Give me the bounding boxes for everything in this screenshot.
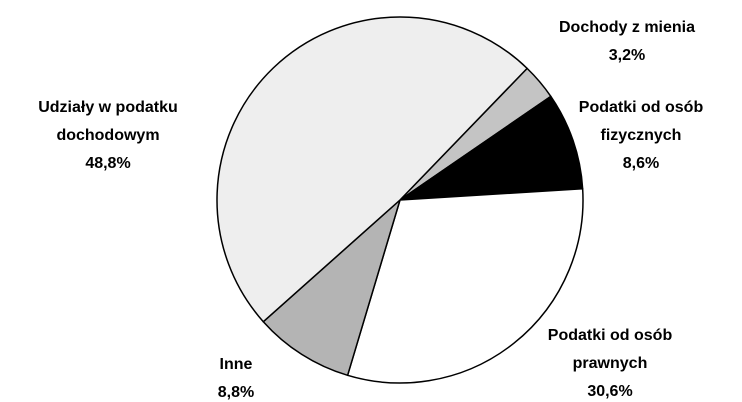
slice-label: Podatki od osób prawnych 30,6% — [535, 322, 685, 402]
slice-label: Dochody z mienia 3,2% — [517, 14, 737, 70]
category-label: Dochody z mienia — [558, 19, 696, 36]
category-label: Podatki od osób fizycznych — [578, 99, 704, 144]
category-label: Inne — [219, 356, 253, 373]
pie-slice — [216, 16, 528, 323]
value-label: 8,6% — [622, 155, 660, 172]
category-label: Udziały w podatku dochodowym — [38, 99, 178, 144]
pie-slice — [346, 188, 584, 384]
value-label: 8,8% — [217, 384, 255, 401]
category-label: Podatki od osób prawnych — [547, 327, 673, 372]
value-label: 48,8% — [85, 155, 131, 172]
slice-label: Inne 8,8% — [196, 351, 276, 402]
slice-label: Udziały w podatku dochodowym 48,8% — [23, 94, 193, 178]
value-label: 3,2% — [608, 47, 646, 64]
value-label: 30,6% — [587, 383, 633, 400]
pie-slice — [399, 95, 584, 201]
pie-slice — [262, 199, 401, 377]
slice-label: Podatki od osób fizycznych 8,6% — [566, 94, 716, 178]
